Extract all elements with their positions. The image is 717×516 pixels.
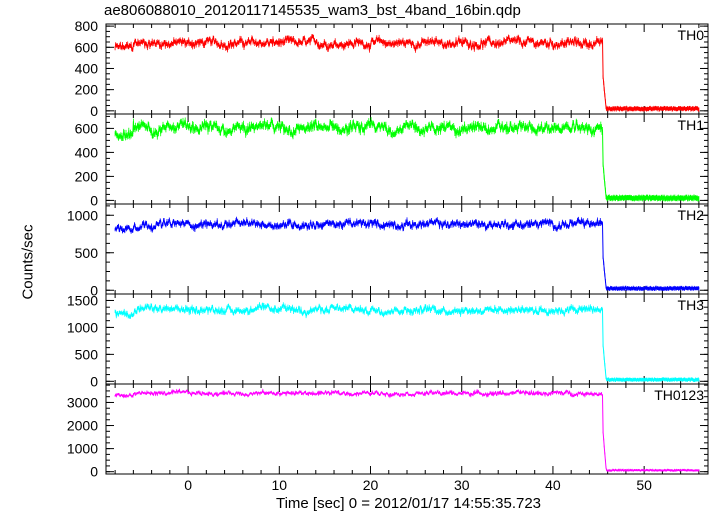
panel-label: TH1 <box>678 117 705 133</box>
y-tick-label: 400 <box>75 144 99 160</box>
y-tick-label: 1000 <box>67 207 98 223</box>
series-errorbars-th2 <box>114 216 700 291</box>
y-tick-label: 3000 <box>67 394 98 410</box>
x-tick-label: 0 <box>184 477 192 493</box>
panel-frame <box>105 23 709 115</box>
x-tick-label: 30 <box>454 477 470 493</box>
panel-label: TH2 <box>678 207 705 223</box>
series-line-th3 <box>114 302 700 382</box>
x-tick-label: 20 <box>363 477 379 493</box>
x-tick-label: 50 <box>636 477 652 493</box>
y-tick-label: 600 <box>75 120 99 136</box>
y-tick-label: 1000 <box>67 319 98 335</box>
panel-th0123: 0 1000 2000 3000 TH0123 <box>67 383 709 480</box>
series-errorbars-th0 <box>114 34 700 112</box>
series-errorbars-th0123 <box>114 388 700 472</box>
y-tick-label: 0 <box>90 192 98 208</box>
y-tick-label: 2000 <box>67 418 98 434</box>
y-tick-label: 0 <box>90 373 98 389</box>
series-errorbars-th3 <box>114 302 700 382</box>
panel-label: TH0123 <box>654 387 704 403</box>
y-tick-label: 500 <box>75 245 99 261</box>
y-tick-label: 600 <box>75 39 99 55</box>
panel-th2: 0 500 1000 TH2 <box>67 203 709 298</box>
series-line-th0123 <box>114 388 700 472</box>
series-line-th2 <box>114 217 700 291</box>
x-axis-label: Time [sec] 0 = 2012/01/17 14:55:35.723 <box>275 495 542 512</box>
panel-th0: 0 200 400 600 800 TH0 <box>75 18 709 119</box>
y-tick-label: 1000 <box>67 441 98 457</box>
x-tick-label: 10 <box>272 477 288 493</box>
y-tick-label: 1500 <box>67 292 98 308</box>
series-errorbars-th1 <box>114 117 700 202</box>
y-tick-label: 500 <box>75 346 99 362</box>
x-tick-label: 40 <box>545 477 561 493</box>
chart-title: ae806088010_20120117145535_wam3_bst_4ban… <box>104 2 521 19</box>
y-tick-label: 400 <box>75 60 99 76</box>
y-tick-label: 0 <box>90 282 98 298</box>
panel-label: TH0 <box>678 27 705 43</box>
y-axis-label: Counts/sec <box>19 224 37 300</box>
series-line-th0 <box>114 35 699 111</box>
panel-frame <box>105 383 709 475</box>
panel-th3: 0 500 1000 1500 TH3 <box>67 292 709 389</box>
y-tick-label: 0 <box>90 464 98 480</box>
y-tick-label: 0 <box>90 103 98 119</box>
panel-th1: 0 200 400 600 TH1 <box>75 113 709 208</box>
panel-label: TH3 <box>678 297 705 313</box>
series-line-th1 <box>114 118 699 201</box>
y-tick-label: 200 <box>75 82 99 98</box>
y-tick-label: 200 <box>75 168 99 184</box>
y-tick-label: 800 <box>75 18 99 34</box>
